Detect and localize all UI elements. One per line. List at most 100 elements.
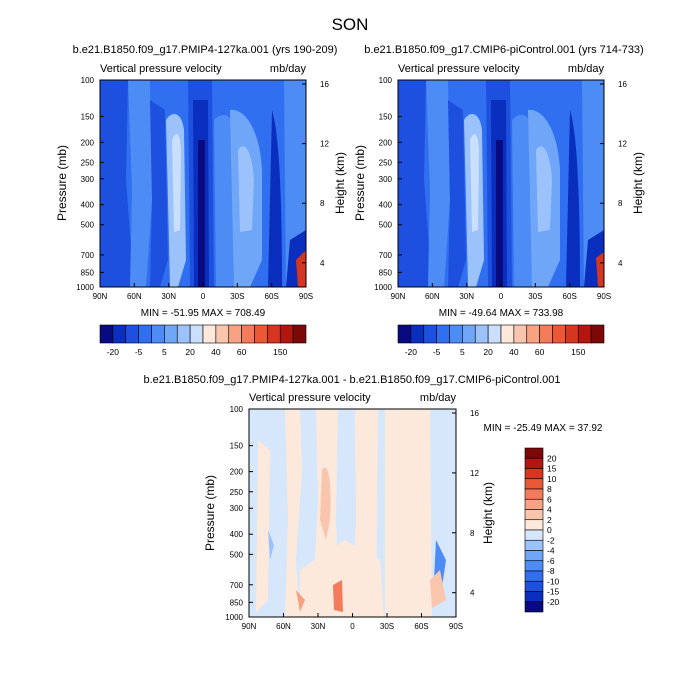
panel-left: b.e21.B1850.f09_g17.PMIP4-127ka.001 (yrs… bbox=[55, 44, 347, 357]
colorbar-swatch bbox=[524, 478, 544, 490]
colorbar-label: -2 bbox=[547, 535, 555, 545]
panel-right-y-tick-label: 500 bbox=[379, 221, 393, 230]
panel-difference-y2label: Height (km) bbox=[481, 482, 495, 544]
colorbar-swatch bbox=[524, 488, 544, 500]
colorbar-label: 40 bbox=[211, 347, 221, 357]
colorbar-swatch bbox=[125, 324, 139, 344]
colorbar-label: 40 bbox=[509, 347, 519, 357]
colorbar-swatch bbox=[99, 324, 114, 344]
colorbar-label: -5 bbox=[433, 347, 441, 357]
colorbar-swatch bbox=[423, 324, 437, 344]
colorbar-swatch bbox=[524, 539, 544, 551]
colorbar-label: 10 bbox=[547, 474, 557, 484]
colorbar-label: -10 bbox=[547, 576, 560, 586]
panel-left-y-tick-label: 700 bbox=[81, 251, 95, 260]
panel-difference-x-tick-label: 30S bbox=[380, 622, 394, 631]
colorbar-swatch bbox=[552, 324, 566, 344]
panel-difference-y-tick-label: 300 bbox=[230, 504, 244, 513]
colorbar-swatch bbox=[513, 324, 528, 344]
panel-right-units: mb/day bbox=[568, 63, 605, 75]
panel-right-y-tick-label: 300 bbox=[379, 175, 393, 184]
panel-difference-y2-ticks: 16 12 8 4 bbox=[452, 409, 479, 598]
panel-left-units: mb/day bbox=[270, 63, 307, 75]
panel-left-y-tick-label: 250 bbox=[81, 158, 95, 167]
colorbar-label: -5 bbox=[135, 347, 143, 357]
colorbar-label: 20 bbox=[547, 453, 557, 463]
colorbar-swatch bbox=[151, 324, 165, 344]
colorbar-swatch bbox=[279, 324, 294, 344]
panel-right-y-tick-label: 850 bbox=[379, 268, 393, 277]
panel-left-y-tick-label: 500 bbox=[81, 221, 95, 230]
colorbar-label: 150 bbox=[273, 347, 287, 357]
panel-difference-y2-tick-label: 8 bbox=[470, 529, 475, 538]
colorbar-swatch bbox=[500, 324, 515, 344]
panel-right-y-tick-label: 700 bbox=[379, 251, 393, 260]
panel-right-title: b.e21.B1850.f09_g17.CMIP6-piControl.001 … bbox=[364, 44, 643, 56]
colorbar-label: 5 bbox=[460, 347, 465, 357]
panel-right-y2-tick-label: 16 bbox=[618, 80, 627, 89]
colorbar-swatch bbox=[215, 324, 230, 344]
colorbar-swatch bbox=[254, 324, 268, 344]
panel-difference-y-tick-label: 850 bbox=[230, 598, 244, 607]
panel-difference-x-tick-label: 90S bbox=[449, 622, 463, 631]
colorbar-label: -8 bbox=[547, 566, 555, 576]
colorbar-swatch bbox=[524, 570, 544, 582]
panel-difference-y-tick-label: 400 bbox=[230, 530, 244, 539]
panel-difference-y-tick-label: 250 bbox=[230, 488, 244, 497]
panel-left-y-tick-label: 300 bbox=[81, 175, 95, 184]
panel-left-y2-tick-label: 16 bbox=[320, 80, 329, 89]
panel-difference-y-tick-label: 100 bbox=[230, 405, 244, 414]
panel-left-x-tick-label: 0 bbox=[201, 292, 206, 301]
colorbar-label: 15 bbox=[547, 464, 557, 474]
colorbar-swatch bbox=[565, 324, 579, 344]
panel-right-y2-ticks: 16 12 8 4 bbox=[600, 80, 627, 268]
panel-left-y-tick-label: 150 bbox=[81, 112, 95, 121]
panel-difference-y-tick-label: 150 bbox=[230, 442, 244, 451]
colorbar-label: 5 bbox=[162, 347, 167, 357]
colorbar-swatch bbox=[524, 468, 544, 480]
colorbar-swatch bbox=[524, 529, 544, 541]
panel-difference-x-tick-label: 0 bbox=[350, 622, 355, 631]
panel-right-y2label: Height (km) bbox=[631, 152, 645, 214]
panel-left-x-ticks: 90N 60N 30N 0 30S 60S 90S bbox=[93, 283, 313, 301]
panel-difference-y2-tick-label: 16 bbox=[470, 409, 479, 418]
panel-left-x-tick-label: 90N bbox=[93, 292, 108, 301]
panel-difference-ylabel: Pressure (mb) bbox=[203, 475, 217, 551]
panel-left-variable: Vertical pressure velocity bbox=[100, 63, 222, 75]
panel-right-y-tick-label: 200 bbox=[379, 138, 393, 147]
colorbar-label: 8 bbox=[547, 484, 552, 494]
panel-left-ylabel: Pressure (mb) bbox=[55, 145, 69, 221]
panel-left-stats: MIN = -51.95 MAX = 708.49 bbox=[141, 308, 266, 319]
panel-right-x-tick-label: 0 bbox=[499, 292, 504, 301]
colorbar-swatch bbox=[228, 324, 242, 344]
figure-title: SON bbox=[332, 15, 369, 34]
panel-right-y-tick-label: 150 bbox=[379, 112, 393, 121]
panel-right-x-tick-label: 30S bbox=[528, 292, 542, 301]
colorbar-swatch bbox=[524, 560, 544, 572]
colorbar-swatch bbox=[202, 324, 217, 344]
panel-left-x-tick-label: 60N bbox=[127, 292, 142, 301]
colorbar-label: -15 bbox=[547, 587, 560, 597]
panel-left-y2-ticks: 16 12 8 4 bbox=[302, 80, 329, 268]
colorbar-swatch bbox=[577, 324, 592, 344]
colorbar-swatch bbox=[524, 580, 544, 592]
panel-difference-y-tick-label: 500 bbox=[230, 550, 244, 559]
panel-difference-stats: MIN = -25.49 MAX = 37.92 bbox=[484, 423, 603, 434]
panel-left-x-tick-label: 60S bbox=[265, 292, 279, 301]
colorbar-swatch bbox=[526, 324, 540, 344]
panel-right: b.e21.B1850.f09_g17.CMIP6-piControl.001 … bbox=[353, 44, 645, 357]
panel-left-y-tick-label: 200 bbox=[81, 138, 95, 147]
colorbar-swatch bbox=[397, 324, 412, 344]
panel-right-y-ticks: 100 150 200 250 300 400 500 700 850 1000 bbox=[374, 76, 402, 292]
panel-difference-y2-tick-label: 12 bbox=[470, 469, 479, 478]
panel-right-y2-tick-label: 8 bbox=[618, 199, 623, 208]
colorbar-swatch bbox=[462, 324, 476, 344]
colorbar-swatch bbox=[292, 324, 307, 344]
colorbar-swatch bbox=[524, 550, 544, 562]
panel-difference-x-ticks: 90N 60N 30N 0 30S 60S 90S bbox=[242, 613, 463, 631]
colorbar-swatch bbox=[524, 498, 544, 510]
panel-left-y2-tick-label: 12 bbox=[320, 140, 329, 149]
panel-right-variable: Vertical pressure velocity bbox=[398, 63, 520, 75]
colorbar-label: 60 bbox=[237, 347, 247, 357]
panel-left-y-tick-label: 100 bbox=[81, 76, 95, 85]
